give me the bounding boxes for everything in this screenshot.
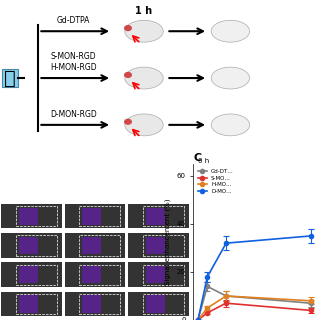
Bar xyxy=(79,265,120,285)
Y-axis label: Signal enhancement (%): Signal enhancement (%) xyxy=(164,199,171,285)
Bar xyxy=(79,235,120,256)
Bar xyxy=(1,292,62,316)
Bar xyxy=(19,295,38,313)
Bar xyxy=(143,206,184,226)
Ellipse shape xyxy=(211,67,250,89)
Bar xyxy=(128,262,189,287)
Ellipse shape xyxy=(124,25,132,31)
Bar xyxy=(128,292,189,316)
Bar xyxy=(65,292,125,316)
Bar xyxy=(79,294,120,314)
Bar xyxy=(19,208,38,225)
Text: 12 h: 12 h xyxy=(151,166,166,172)
Ellipse shape xyxy=(125,114,163,136)
Ellipse shape xyxy=(125,67,163,89)
Ellipse shape xyxy=(124,119,132,125)
Bar xyxy=(1,204,62,228)
Bar xyxy=(128,233,189,258)
Bar xyxy=(146,266,165,283)
Bar xyxy=(16,294,57,314)
Bar xyxy=(82,237,101,254)
Ellipse shape xyxy=(125,20,163,42)
Text: Gd-DTPA: Gd-DTPA xyxy=(57,16,90,25)
Text: C: C xyxy=(193,153,201,163)
Text: 0 h: 0 h xyxy=(198,158,209,164)
Bar xyxy=(146,237,165,254)
Text: S-MON-RGD
H-MON-RGD: S-MON-RGD H-MON-RGD xyxy=(50,52,97,72)
Bar xyxy=(146,208,165,225)
Bar xyxy=(16,235,57,256)
Bar xyxy=(65,204,125,228)
Bar xyxy=(146,295,165,313)
Bar xyxy=(16,206,57,226)
Bar xyxy=(128,204,189,228)
Text: D-MON-RGD: D-MON-RGD xyxy=(50,110,97,119)
Bar xyxy=(82,208,101,225)
Text: 🔬: 🔬 xyxy=(4,68,15,88)
Bar xyxy=(82,266,101,283)
Bar xyxy=(2,69,18,87)
Bar xyxy=(19,237,38,254)
Bar xyxy=(1,233,62,258)
Bar xyxy=(143,265,184,285)
Bar xyxy=(16,265,57,285)
Bar xyxy=(82,295,101,313)
Text: 3 h: 3 h xyxy=(89,166,101,172)
Bar xyxy=(1,262,62,287)
Text: 1 h: 1 h xyxy=(26,166,37,172)
Ellipse shape xyxy=(211,20,250,42)
Bar xyxy=(65,262,125,287)
Ellipse shape xyxy=(211,114,250,136)
Bar xyxy=(79,206,120,226)
Text: 1 h: 1 h xyxy=(135,6,153,16)
Ellipse shape xyxy=(124,72,132,78)
Bar xyxy=(143,235,184,256)
Bar xyxy=(65,233,125,258)
Legend: Gd-DT…, S-MO…, H-MO…, D-MO…: Gd-DT…, S-MO…, H-MO…, D-MO… xyxy=(196,167,236,196)
Bar xyxy=(143,294,184,314)
Bar xyxy=(19,266,38,283)
